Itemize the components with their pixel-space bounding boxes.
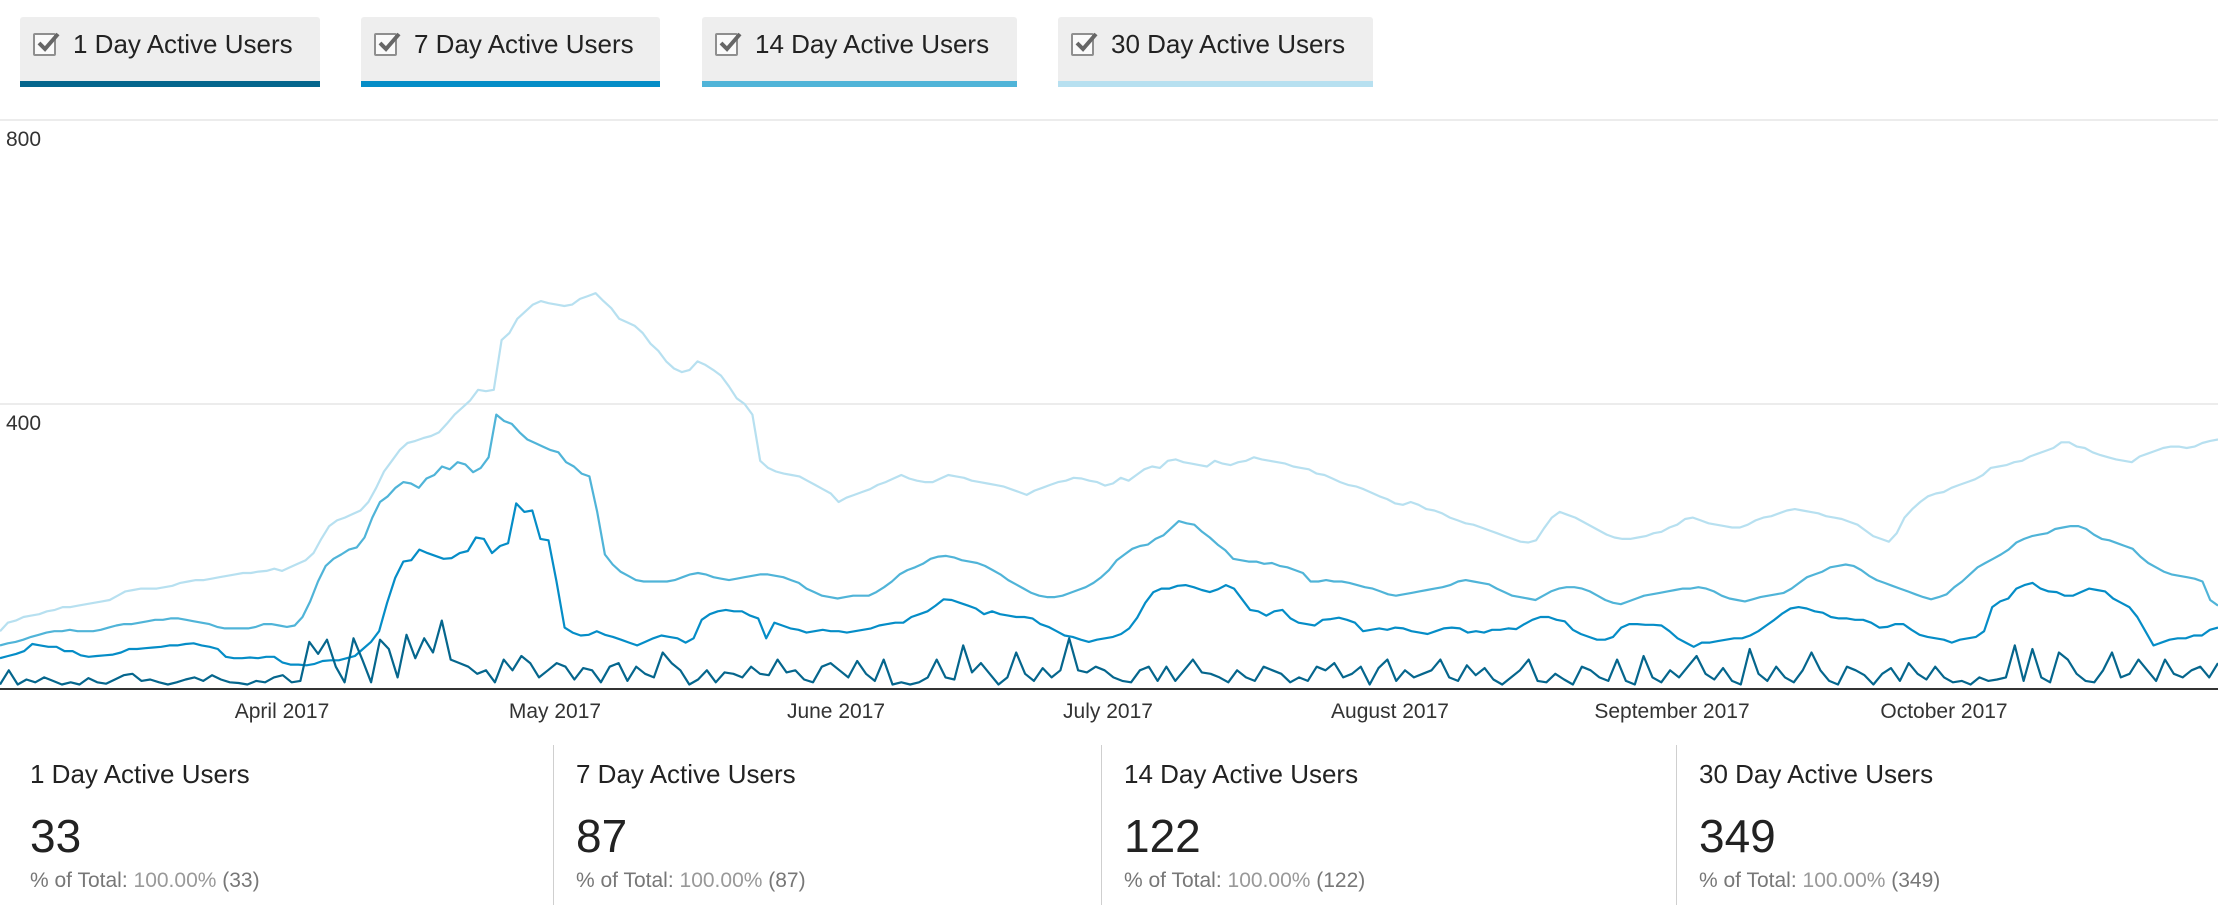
metric-sub-prefix: % of Total:: [1699, 869, 1803, 892]
metric-7-day: 7 Day Active Users 87 % of Total: 100.00…: [553, 745, 1101, 905]
metric-title: 14 Day Active Users: [1124, 759, 1359, 789]
metric-sub-prefix: % of Total:: [30, 869, 134, 892]
checkbox-30-day[interactable]: [1071, 32, 1098, 56]
metric-percent-of-total: % of Total: 100.00% (122): [1124, 869, 1365, 893]
chart-axis-group: 400 800 April 2017 May 2017 June 2017 July 20…: [0, 128, 2218, 723]
metric-value: 87: [576, 810, 628, 862]
metric-percent-of-total: % of Total: 100.00% (87): [576, 869, 806, 893]
metric-title: 1 Day Active Users: [30, 759, 250, 789]
legend-tab-14-day[interactable]: 14 Day Active Users: [702, 17, 1017, 87]
x-tick-label: October 2017: [1880, 700, 2007, 723]
legend-label-30-day: 30 Day Active Users: [1111, 29, 1346, 59]
x-tick-label: April 2017: [235, 700, 330, 723]
metrics-summary: 1 Day Active Users 33 % of Total: 100.00…: [0, 745, 2218, 905]
metric-percent-of-total: % of Total: 100.00% (349): [1699, 869, 1940, 893]
checkmark-icon: [719, 32, 742, 52]
metric-value: 122: [1124, 810, 1201, 862]
x-tick-label: September 2017: [1594, 700, 1749, 723]
metric-sub-percent: 100.00%: [133, 869, 217, 892]
metric-value: 349: [1699, 810, 1776, 862]
metric-percent-of-total: % of Total: 100.00% (33): [30, 869, 260, 893]
checkbox-1-day[interactable]: [33, 32, 60, 56]
legend-label-14-day: 14 Day Active Users: [755, 29, 990, 59]
chart-gridlines: [0, 119, 2218, 405]
series-line-3: [0, 413, 2218, 647]
legend-tab-7-day[interactable]: 7 Day Active Users: [361, 17, 660, 87]
legend-color-bar-1-day: [20, 81, 320, 87]
checkmark-icon: [37, 32, 60, 52]
x-tick-label: May 2017: [509, 700, 601, 723]
metric-sub-prefix: % of Total:: [1124, 869, 1228, 892]
metric-sub-total: (87): [762, 869, 806, 892]
metric-sub-total: (33): [216, 869, 260, 892]
x-tick-label: August 2017: [1331, 700, 1449, 723]
x-tick-label: June 2017: [787, 700, 885, 723]
legend-color-bar-14-day: [702, 81, 1017, 87]
metric-sub-total: (349): [1885, 869, 1941, 892]
checkmark-icon: [378, 32, 401, 52]
metric-1-day: 1 Day Active Users 33 % of Total: 100.00…: [8, 745, 553, 905]
metric-sub-percent: 100.00%: [1227, 869, 1311, 892]
checkbox-7-day[interactable]: [374, 32, 401, 56]
legend-color-bar-30-day: [1058, 81, 1373, 87]
metric-title: 30 Day Active Users: [1699, 759, 1934, 789]
y-tick-label-400: 400: [6, 412, 41, 435]
chart-series-group: [0, 292, 2218, 686]
legend-label-7-day: 7 Day Active Users: [414, 29, 634, 59]
metric-title: 7 Day Active Users: [576, 759, 796, 789]
series-line-4: [0, 292, 2218, 632]
series-line-1: [0, 619, 2218, 686]
legend-tab-30-day[interactable]: 30 Day Active Users: [1058, 17, 1373, 87]
metric-value: 33: [30, 810, 82, 862]
metric-14-day: 14 Day Active Users 122 % of Total: 100.…: [1101, 745, 1676, 905]
metric-sub-prefix: % of Total:: [576, 869, 680, 892]
legend-tab-1-day[interactable]: 1 Day Active Users: [20, 17, 320, 87]
y-tick-label-800: 800: [6, 128, 41, 151]
checkbox-14-day[interactable]: [715, 32, 742, 56]
metric-sub-total: (122): [1310, 869, 1366, 892]
metric-sub-percent: 100.00%: [679, 869, 763, 892]
active-users-line-chart: 400 800 April 2017 May 2017 June 2017 July 20…: [0, 119, 2218, 723]
x-tick-label: July 2017: [1063, 700, 1153, 723]
metric-30-day: 30 Day Active Users 349 % of Total: 100.…: [1676, 745, 2216, 905]
legend-color-bar-7-day: [361, 81, 660, 87]
checkmark-icon: [1075, 32, 1098, 52]
metric-sub-percent: 100.00%: [1802, 869, 1886, 892]
series-line-2: [0, 502, 2218, 667]
legend-label-1-day: 1 Day Active Users: [73, 29, 293, 59]
